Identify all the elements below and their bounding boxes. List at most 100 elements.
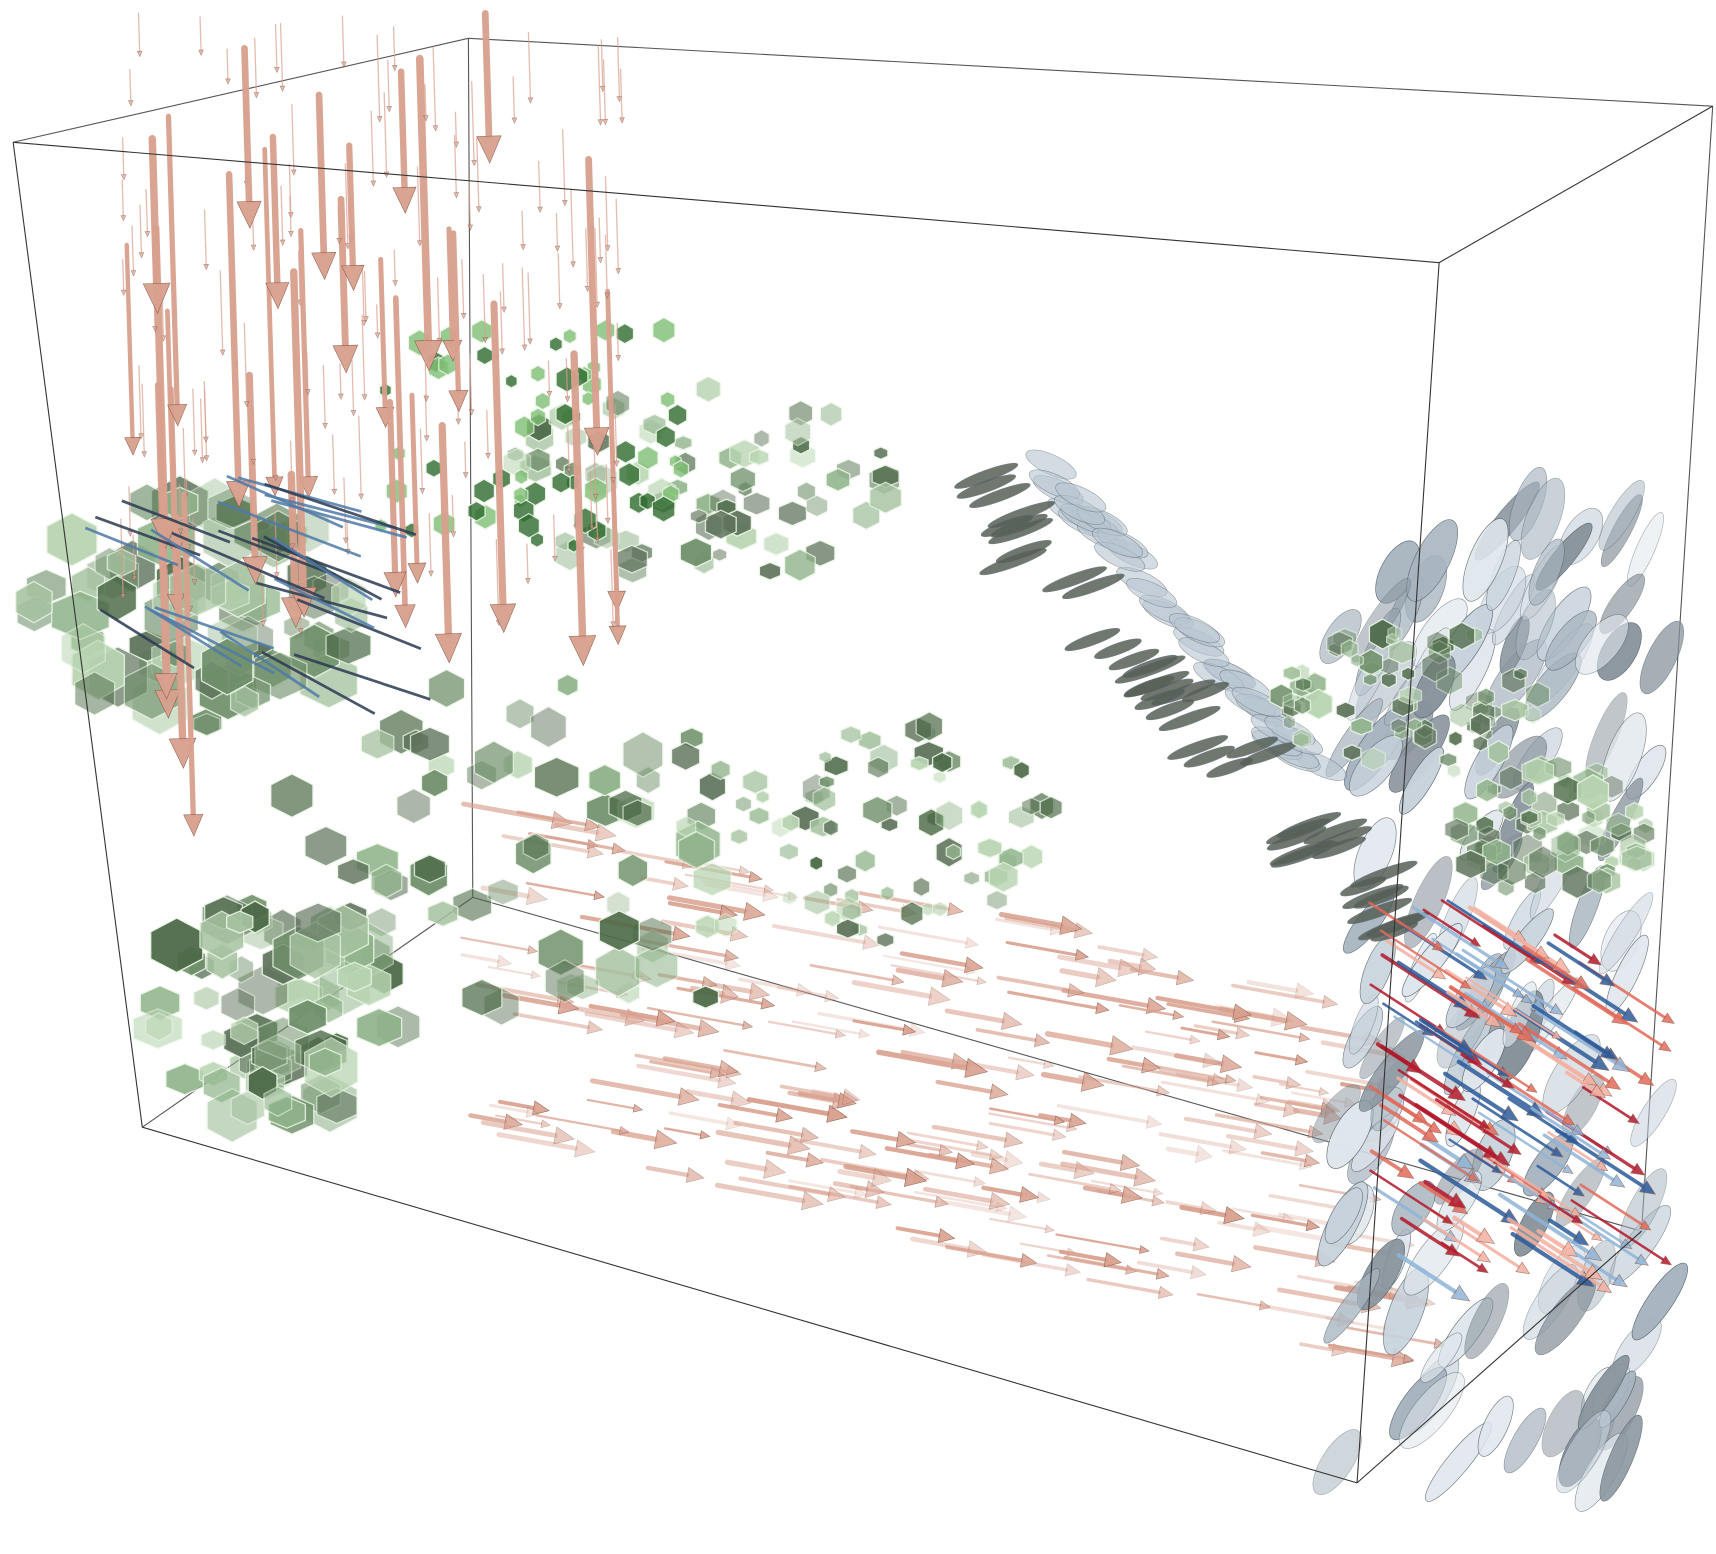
arrow-shaft: [890, 964, 979, 982]
arrow-head: [963, 956, 984, 974]
ellipsoid-glyph: [1094, 638, 1142, 660]
arrow-head: [471, 159, 477, 167]
arrow-head: [1584, 1245, 1603, 1262]
needle-glyph: [99, 608, 195, 670]
arrow-head: [1499, 1001, 1518, 1017]
arrow-head: [265, 282, 290, 310]
arrow-shaft: [1107, 958, 1143, 969]
arrow-head: [383, 171, 390, 178]
arrow-head: [875, 1195, 892, 1209]
arrow-shaft: [521, 210, 524, 246]
hexagon-glyph: [470, 318, 493, 344]
arrow-shaft: [392, 295, 408, 608]
arrow-shaft: [1553, 933, 1593, 960]
arrow-shaft: [487, 965, 533, 976]
hexagon-glyph: [200, 1029, 226, 1051]
arrow-head: [250, 244, 257, 251]
arrow-shaft: [562, 129, 566, 201]
arrow-shaft: [567, 427, 570, 469]
arrow-head: [138, 433, 144, 440]
arrow-head: [584, 817, 601, 832]
arrow-shaft: [121, 179, 124, 217]
arrow-head: [1431, 940, 1445, 952]
arrow-head: [1216, 1028, 1231, 1041]
box-edge: [12, 142, 143, 1128]
arrow-shaft: [723, 1049, 817, 1069]
arrow-head: [724, 956, 742, 971]
hexagon-glyph: [544, 959, 585, 1004]
hexagon-glyph: [513, 486, 529, 504]
arrow-shaft: [393, 249, 396, 282]
arrow-head: [1447, 1085, 1466, 1101]
hexagon-glyph: [963, 870, 981, 886]
arrow-shaft: [557, 252, 561, 305]
arrow-head: [800, 1191, 824, 1211]
arrow-head: [1141, 947, 1159, 962]
arrow-shaft: [203, 388, 207, 438]
hexagon-glyph: [689, 508, 708, 524]
hexagon-glyph: [356, 1007, 403, 1048]
arrow-shaft: [931, 1124, 1008, 1143]
hexagon-glyph: [748, 806, 770, 826]
arrow-shaft: [1060, 1161, 1138, 1180]
arrow-head: [566, 467, 572, 474]
arrow-shaft: [1505, 1080, 1567, 1121]
arrow-shaft: [589, 471, 593, 526]
arrow-head: [611, 842, 626, 855]
arrow-shaft: [451, 494, 455, 533]
arrow-head: [593, 890, 605, 901]
arrow-head: [450, 531, 457, 538]
hexagon-glyph: [1335, 701, 1356, 720]
arrow-shaft: [424, 84, 427, 117]
hexagon-glyph: [692, 985, 720, 1009]
arrow-shaft: [662, 1056, 723, 1071]
ellipsoid-glyph: [1477, 1395, 1514, 1457]
arrow-shaft: [1418, 1181, 1458, 1208]
arrow-shaft: [1555, 1128, 1645, 1189]
arrow-head: [1190, 1264, 1208, 1280]
hexagon-glyph: [517, 512, 541, 539]
arrow-shaft: [1160, 1236, 1197, 1247]
ellipsoid-glyph: [969, 483, 1031, 509]
arrow-shaft: [746, 1097, 831, 1117]
arrow-shaft: [361, 314, 366, 396]
arrow-head: [361, 394, 368, 401]
ellipsoid-glyph: [1598, 480, 1645, 551]
arrow-head: [594, 536, 601, 543]
arrow-head: [392, 280, 398, 287]
hexagon-glyph: [1390, 717, 1407, 735]
arrow-head: [331, 488, 338, 496]
arrow-shaft: [289, 440, 293, 499]
arrow-shaft: [733, 1120, 804, 1137]
arrow-shaft: [291, 103, 295, 171]
arrow-shaft: [1259, 1303, 1341, 1322]
arrow-shaft: [1196, 1292, 1262, 1307]
arrow-head: [552, 555, 558, 563]
hexagon-glyph: [861, 795, 893, 825]
arrow-shaft: [423, 336, 427, 397]
arrow-shaft: [344, 163, 349, 245]
arrow-head: [199, 457, 206, 464]
arrow-head: [1119, 1153, 1141, 1171]
arrow-shaft: [387, 59, 390, 108]
arrow-shaft: [1396, 1076, 1447, 1110]
hexagon-glyph: [514, 468, 529, 486]
ellipsoid-glyph: [1631, 1262, 1688, 1341]
arrow-head: [1043, 1058, 1056, 1069]
arrow-head: [289, 543, 296, 550]
arrow-head: [1231, 1255, 1252, 1273]
arrow-head: [152, 326, 158, 333]
ellipsoid-glyph: [1092, 527, 1143, 558]
arrow-head: [291, 169, 297, 176]
arrow-shaft: [604, 176, 609, 247]
arrow-head: [448, 390, 469, 413]
arrow-head: [1294, 1054, 1309, 1066]
arrow-shaft: [1211, 1020, 1302, 1039]
arrow-shaft: [461, 258, 465, 315]
arrow-shaft: [363, 270, 367, 318]
hexagon-glyph: [566, 972, 600, 1001]
arrow-head: [1509, 1022, 1524, 1035]
arrow-shaft: [645, 1165, 690, 1178]
arrow-shaft: [527, 831, 615, 851]
arrow-head: [525, 578, 531, 585]
